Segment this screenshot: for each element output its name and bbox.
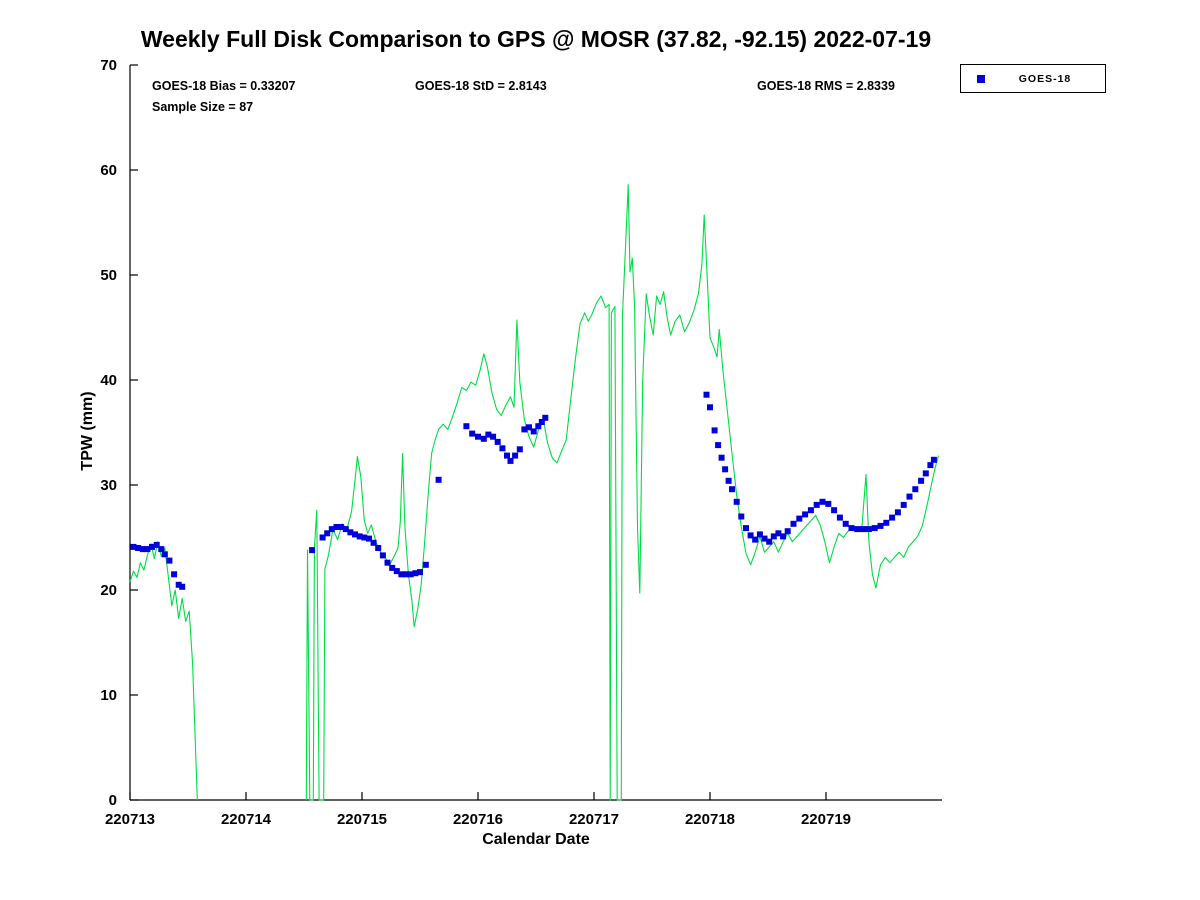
y-axis-label: TPW (mm) [79,391,96,471]
svg-text:220719: 220719 [801,811,851,828]
svg-text:40: 40 [100,372,117,389]
svg-text:220717: 220717 [569,811,619,828]
svg-text:220718: 220718 [685,811,735,828]
svg-text:60: 60 [100,162,117,179]
svg-text:220715: 220715 [337,811,387,828]
x-axis-label: Calendar Date [482,831,590,848]
chart-title: Weekly Full Disk Comparison to GPS @ MOS… [140,26,932,52]
svg-text:0: 0 [109,792,117,809]
plot-area: 220713 220714 220715 220716 220717 220718 2207… [100,57,942,828]
svg-text:220716: 220716 [453,811,503,828]
svg-text:10: 10 [100,687,117,704]
legend: GOES-18 [960,64,1106,93]
annotation-sample-size: Sample Size = 87 [152,100,254,114]
svg-text:220713: 220713 [105,811,155,828]
svg-text:20: 20 [100,582,117,599]
svg-text:220714: 220714 [221,811,272,828]
annotation-bias: GOES-18 Bias = 0.33207 [152,79,296,93]
legend-square-marker-icon [977,74,985,83]
annotation-rms: GOES-18 RMS = 2.8339 [757,79,895,93]
legend-label: GOES-18 [1018,72,1072,85]
svg-text:70: 70 [100,57,117,74]
annotation-std: GOES-18 StD = 2.8143 [415,79,547,93]
svg-text:30: 30 [100,477,117,494]
svg-text:50: 50 [100,267,117,284]
